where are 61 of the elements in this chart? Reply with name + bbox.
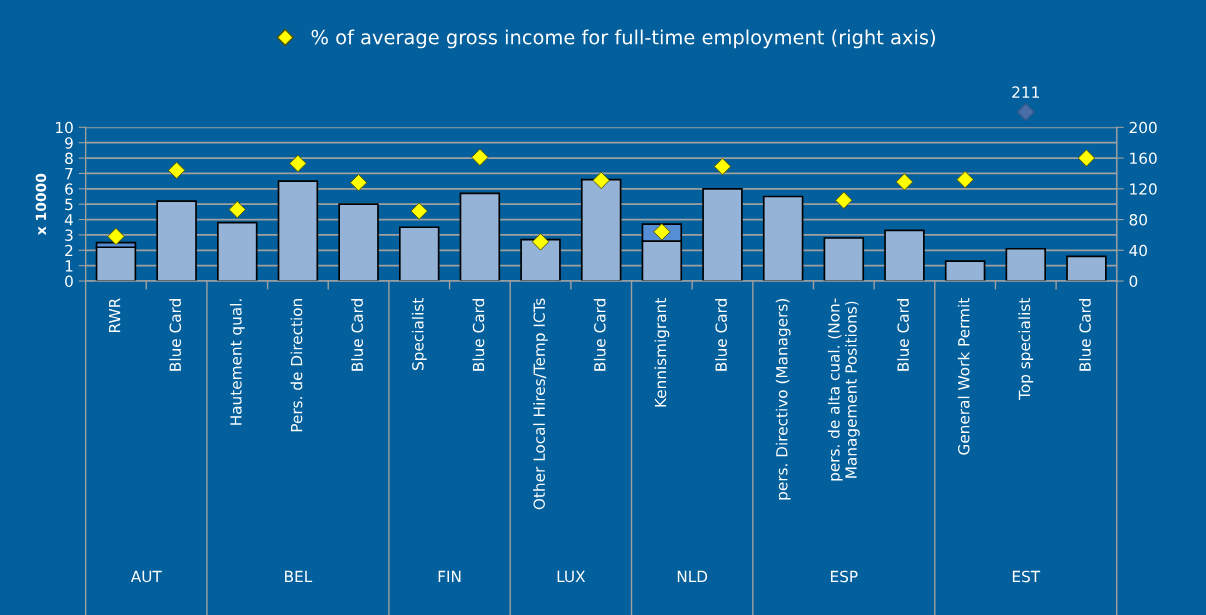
x-tick-label: pers. Directivo (Managers) xyxy=(775,299,791,500)
y2-tick-label: 120 xyxy=(1130,183,1157,195)
y2-tick-label: 200 xyxy=(1129,121,1157,134)
y-tick-label: 9 xyxy=(65,137,73,149)
bar xyxy=(944,260,986,282)
text: BEL xyxy=(285,570,313,583)
y-tick-label: 1 xyxy=(65,260,73,272)
legend-label: % of average gross income for full-time employment (right axis) xyxy=(311,29,935,49)
bar xyxy=(156,200,197,282)
text: ESP xyxy=(831,570,858,583)
bar xyxy=(1005,247,1047,282)
y-tick-label: 8 xyxy=(65,152,73,165)
y-tick-label: 2 xyxy=(65,244,73,257)
bar xyxy=(277,180,319,282)
bar xyxy=(702,187,743,282)
x-tick-label: Blue Card xyxy=(593,299,606,371)
bar xyxy=(580,178,622,282)
y-tick-label: 0 xyxy=(65,275,73,288)
y-axis-title: x 10000 xyxy=(35,173,47,236)
bar xyxy=(217,221,258,282)
y-tick-label: 6 xyxy=(65,183,73,195)
bar xyxy=(884,229,925,282)
x-tick-label: Blue Card xyxy=(715,299,727,371)
point xyxy=(713,157,732,176)
text: AUT xyxy=(130,570,162,583)
x-tick-label: Pers. de Direction xyxy=(290,299,303,432)
y-tick-label: 10 xyxy=(56,121,73,134)
y2-tick-label: 80 xyxy=(1129,214,1147,226)
bar xyxy=(398,226,440,282)
text: EST xyxy=(1012,570,1041,583)
bar xyxy=(520,238,561,282)
bar xyxy=(338,203,379,282)
x-tick-label: Top specialist xyxy=(1018,298,1034,400)
x-tick-label: Blue Card xyxy=(472,299,485,371)
y2-tick-label: 160 xyxy=(1130,152,1157,165)
y-tick-label: 5 xyxy=(65,198,73,211)
bar xyxy=(823,237,865,282)
y-tick-label: 7 xyxy=(65,168,73,180)
y-tick-label: 3 xyxy=(65,229,73,241)
text: 211 xyxy=(1012,86,1039,98)
bar xyxy=(762,195,804,282)
x-tick-label: Blue Card xyxy=(169,299,182,371)
y2-tick-label: 0 xyxy=(1129,275,1138,288)
x-tick-label: Specialist xyxy=(411,298,427,370)
bar xyxy=(95,246,137,282)
y-tick-label: 4 xyxy=(64,214,73,226)
x-tick-label: Kennismigrant xyxy=(654,298,670,407)
text: FIN xyxy=(438,570,461,583)
bar xyxy=(1066,255,1107,282)
bar xyxy=(459,192,501,282)
x-tick-label: Blue Card xyxy=(351,299,364,371)
x-tick-label: RWR xyxy=(109,298,121,332)
x-tick-label: General Work Permit xyxy=(957,298,970,455)
x-tick-label: pers. de alta cual. (Non- Management Positions) xyxy=(827,298,860,481)
x-tick-label: Blue Card xyxy=(897,299,909,371)
text: LUX xyxy=(557,570,586,583)
text: NLD xyxy=(677,570,708,583)
x-tick-label: Other Local Hires/Temp ICTs xyxy=(533,298,548,510)
y2-tick-label: 40 xyxy=(1129,244,1147,257)
x-tick-label: Blue Card xyxy=(1079,299,1091,371)
x-tick-label: Hautement qual. xyxy=(229,299,245,425)
